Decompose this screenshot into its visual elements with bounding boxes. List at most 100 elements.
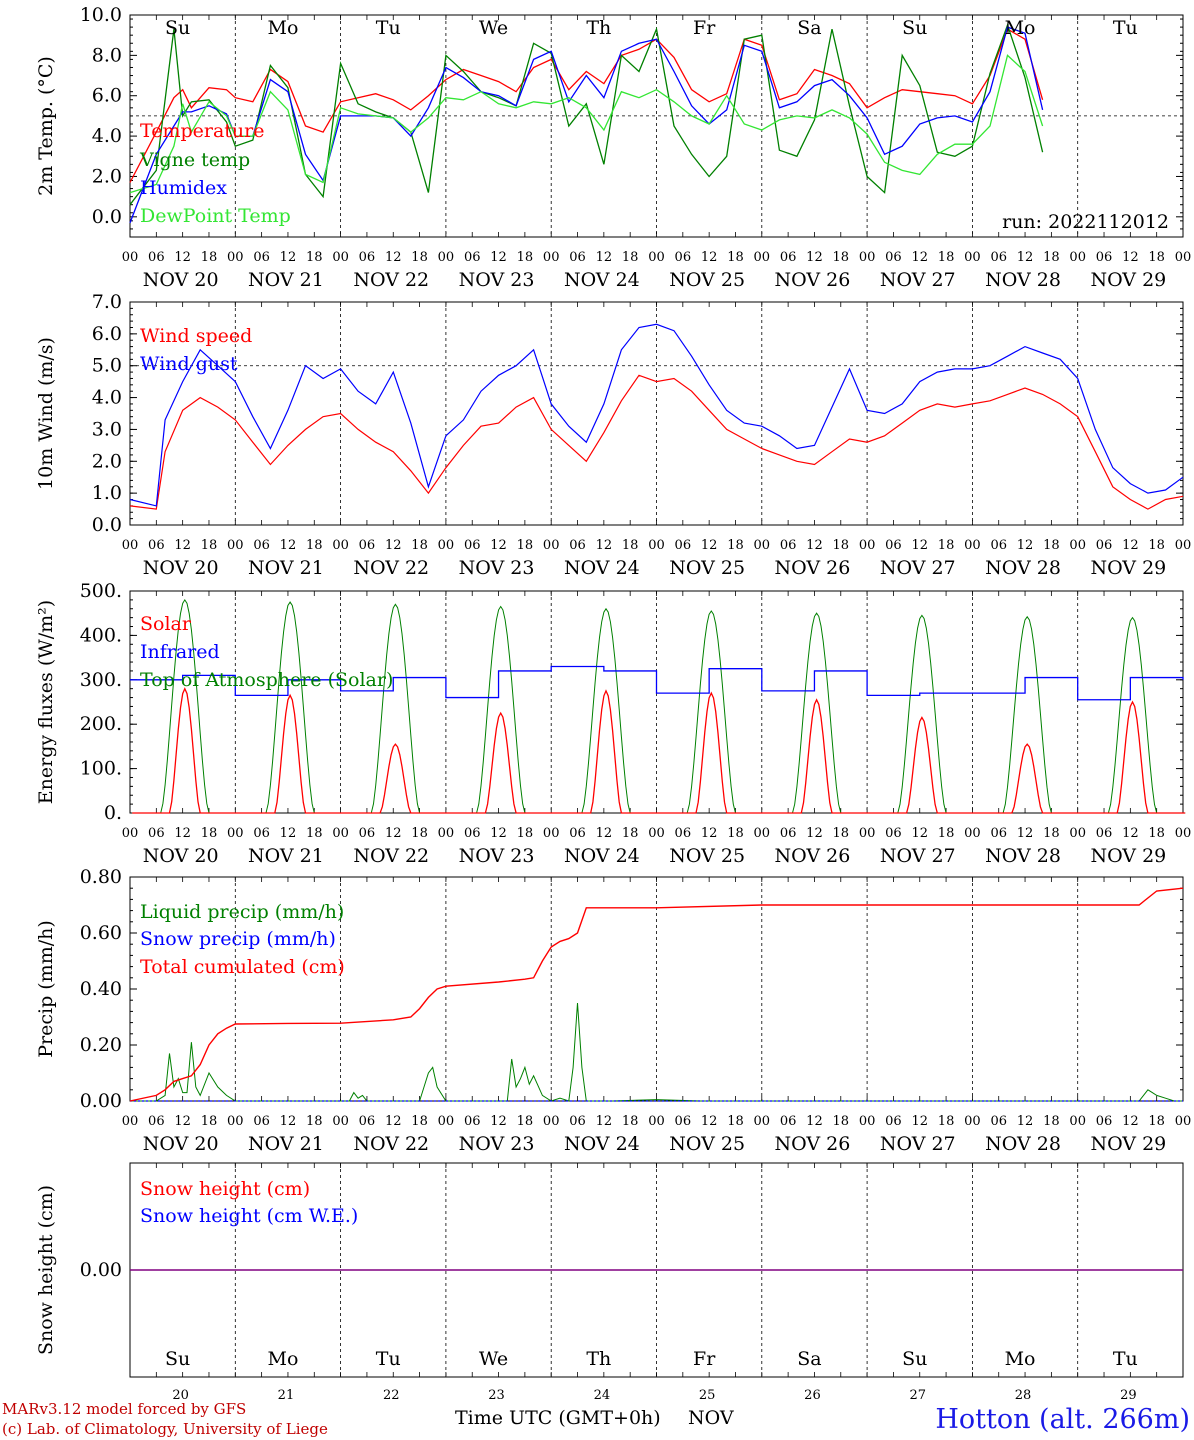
weekday-label: Th [586,17,611,39]
x-tick-label: 18 [622,1114,639,1129]
y-tick-label: 0.40 [80,978,122,1000]
y-axis-label: 10m Wind (m/s) [35,337,57,490]
series-line [130,665,1184,701]
x-tick-label: 12 [1017,538,1034,553]
x-tick-label: 12 [1017,826,1034,841]
x-tick-label: 00 [754,538,771,553]
x-tick-label: 00 [964,538,981,553]
panel-frame [129,301,1184,526]
x-tick-label: 06 [359,826,376,841]
x-tick-label: 18 [727,538,744,553]
x-tick-label: 18 [833,826,850,841]
x-day-number: 27 [909,1388,926,1403]
x-day-number: 20 [172,1388,189,1403]
y-tick-label: 1.0 [92,482,122,504]
weekday-label: Tu [376,17,401,39]
x-tick-label: 12 [596,826,613,841]
x-day-label: NOV 29 [1090,1133,1166,1155]
x-tick-label: 00 [648,538,665,553]
x-tick-label: 12 [385,250,402,265]
x-day-number: 23 [488,1388,505,1403]
y-axis-label: Snow height (cm) [35,1185,57,1355]
x-tick-label: 06 [885,250,902,265]
x-tick-label: 00 [438,826,455,841]
x-tick-label: 12 [490,250,507,265]
panel-4: 0.00 0.20 0.40 0.60 0.80 Precip (mm/h) 00 06 12 1… [35,866,1191,1155]
x-tick-label: 18 [1043,538,1060,553]
x-tick-label: 18 [201,538,218,553]
x-tick-label: 12 [806,250,823,265]
x-tick-label: 06 [359,1114,376,1129]
x-tick-label: 06 [148,250,165,265]
weekday-label: Su [165,1348,190,1370]
series-line [132,687,1186,814]
x-tick-label: 00 [1175,826,1192,841]
x-tick-label: 00 [543,250,560,265]
x-tick-label: 00 [438,1114,455,1129]
x-tick-label: 18 [517,250,534,265]
x-tick-label: 06 [990,250,1007,265]
x-axis-month: NOV [688,1407,734,1429]
x-tick-label: 06 [1096,826,1113,841]
x-day-label: NOV 28 [985,845,1061,867]
x-tick-label: 12 [701,538,718,553]
x-tick-label: 12 [701,826,718,841]
x-tick-label: 06 [1096,1114,1113,1129]
x-tick-label: 12 [701,1114,718,1129]
x-tick-label: 18 [306,1114,323,1129]
x-tick-label: 18 [938,538,955,553]
x-day-label: NOV 26 [775,1133,851,1155]
x-day-label: NOV 29 [1090,269,1166,291]
x-tick-label: 12 [280,538,297,553]
x-tick-label: 18 [201,250,218,265]
x-tick-label: 06 [253,250,270,265]
x-tick-label: 18 [517,1114,534,1129]
x-tick-label: 00 [332,826,349,841]
y-tick-label: 0.00 [80,1259,122,1281]
x-tick-label: 00 [227,538,244,553]
x-tick-label: 00 [754,826,771,841]
x-day-label: NOV 25 [669,557,745,579]
x-day-label: NOV 24 [564,1133,640,1155]
x-tick-label: 00 [1175,250,1192,265]
legend-entry: Top of Atmosphere (Solar) [140,669,393,691]
series-line [129,26,1044,224]
x-tick-label: 12 [490,1114,507,1129]
x-day-label: NOV 28 [985,1133,1061,1155]
weekday-label: Tu [376,1348,401,1370]
credit-line-1: MARv3.12 model forced by GFS [2,1400,246,1418]
x-day-number: 24 [594,1388,611,1403]
x-tick-label: 18 [1043,1114,1060,1129]
x-tick-label: 06 [464,826,481,841]
x-day-label: NOV 29 [1090,845,1166,867]
series-line [129,323,1184,507]
x-tick-label: 12 [1017,1114,1034,1129]
x-day-label: NOV 24 [564,269,640,291]
x-tick-label: 06 [464,1114,481,1129]
x-tick-label: 18 [1148,826,1165,841]
series-line [129,374,1184,510]
x-tick-label: 12 [1017,250,1034,265]
x-day-label: NOV 22 [353,269,429,291]
x-tick-label: 18 [517,826,534,841]
x-tick-label: 06 [253,538,270,553]
panel-2: 0.0 1.0 2.0 3.0 4.0 5.0 6.0 7.0 10m Wind (m/s) 00… [35,291,1191,579]
x-tick-label: 00 [1175,538,1192,553]
x-tick-label: 06 [990,826,1007,841]
x-tick-label: 12 [1122,1114,1139,1129]
weekday-label: Tu [1113,17,1138,39]
x-day-label: NOV 25 [669,269,745,291]
x-tick-label: 00 [859,826,876,841]
panel-3: 0. 100. 200. 300. 400. 500. Energy fluxes (W/m… [35,580,1191,867]
x-day-label: NOV 21 [248,845,324,867]
x-tick-label: 18 [201,826,218,841]
x-tick-label: 18 [306,826,323,841]
x-day-label: NOV 23 [459,269,535,291]
x-tick-label: 00 [227,826,244,841]
x-day-label: NOV 24 [564,845,640,867]
x-tick-label: 00 [648,250,665,265]
x-day-label: NOV 23 [459,557,535,579]
x-tick-label: 12 [490,538,507,553]
y-tick-label: 3.0 [92,418,122,440]
y-tick-label: 200. [80,713,122,735]
